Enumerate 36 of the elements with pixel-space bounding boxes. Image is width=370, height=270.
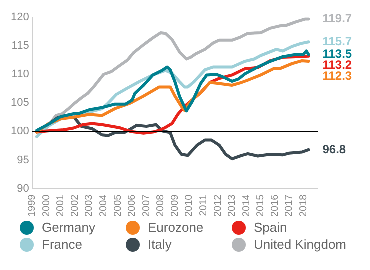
- y-tick-label: 105: [10, 97, 30, 110]
- x-tick-label: 2000: [41, 194, 52, 218]
- legend-label: Germany: [42, 220, 96, 235]
- x-tick-label: 2014: [241, 194, 252, 218]
- y-tick-label: 90: [17, 182, 30, 195]
- x-tick-label: 2018: [298, 194, 310, 218]
- x-tick-label: 2007: [141, 194, 152, 218]
- y-tick-label: 120: [10, 12, 30, 24]
- x-tick-label: 2015: [256, 194, 267, 218]
- legend-label: Italy: [148, 237, 172, 252]
- data-label: 96.8: [322, 142, 346, 156]
- x-tick-label: 2005: [112, 194, 124, 218]
- x-tick-label: 2003: [84, 194, 96, 218]
- x-tick-label: 2004: [98, 194, 110, 218]
- y-tick-label: 100: [10, 126, 30, 138]
- x-tick-label: 2013: [227, 194, 238, 218]
- x-tick-label: 2010: [184, 194, 196, 218]
- data-label: 115.7: [322, 34, 352, 48]
- legend-label: France: [42, 237, 82, 252]
- data-label: 119.7: [322, 12, 352, 26]
- x-tick-label: 2017: [284, 194, 296, 218]
- y-tick-label: 95: [17, 154, 30, 166]
- y-tick-label: 115: [12, 40, 30, 52]
- x-tick-label: 2009: [170, 194, 181, 218]
- x-tick-label: 2012: [212, 194, 224, 218]
- x-tick-label: 2001: [56, 194, 67, 218]
- legend-label: Spain: [254, 220, 288, 235]
- x-tick-label: 2016: [270, 194, 281, 218]
- x-tick-label: 2008: [156, 194, 167, 218]
- x-tick-label: 1999: [27, 194, 38, 218]
- x-tick-label: 2002: [70, 194, 81, 218]
- legend-label: Eurozone: [148, 220, 204, 235]
- x-tick-label: 2011: [198, 194, 210, 216]
- x-tick-label: 2006: [127, 194, 138, 218]
- legend-label: United Kingdom: [254, 237, 346, 252]
- y-tick-label: 110: [12, 68, 30, 81]
